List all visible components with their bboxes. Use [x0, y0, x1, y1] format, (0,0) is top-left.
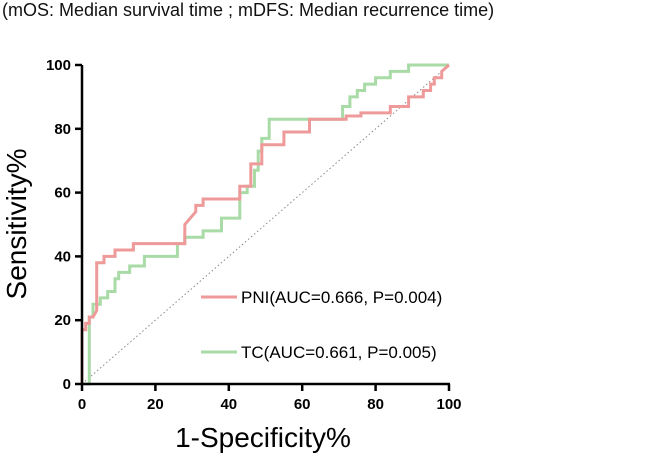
- x-tick-label: 20: [147, 396, 164, 413]
- figure-caption: (mOS: Median survival time ; mDFS: Media…: [2, 0, 495, 20]
- series-line-pni: [80, 63, 450, 384]
- y-tick-label: 100: [46, 57, 71, 74]
- y-axis-label: Sensitivity%: [1, 149, 32, 300]
- x-axis-label: 1-Specificity%: [175, 422, 351, 453]
- y-tick-label: 40: [54, 248, 71, 265]
- legend-label-pni: PNI(AUC=0.666, P=0.004): [241, 288, 442, 307]
- x-tick-label: 40: [220, 396, 237, 413]
- y-tick-label: 20: [54, 312, 71, 329]
- legend-label-tc: TC(AUC=0.661, P=0.005): [241, 343, 437, 362]
- x-tick-label: 100: [436, 396, 461, 413]
- y-tick-label: 60: [54, 185, 71, 202]
- chance-diagonal-line: [81, 64, 450, 385]
- x-tick-label: 80: [367, 396, 384, 413]
- x-tick-label: 0: [78, 396, 86, 413]
- x-tick-label: 60: [294, 396, 311, 413]
- y-tick-label: 0: [63, 376, 71, 393]
- y-tick-label: 80: [54, 121, 71, 138]
